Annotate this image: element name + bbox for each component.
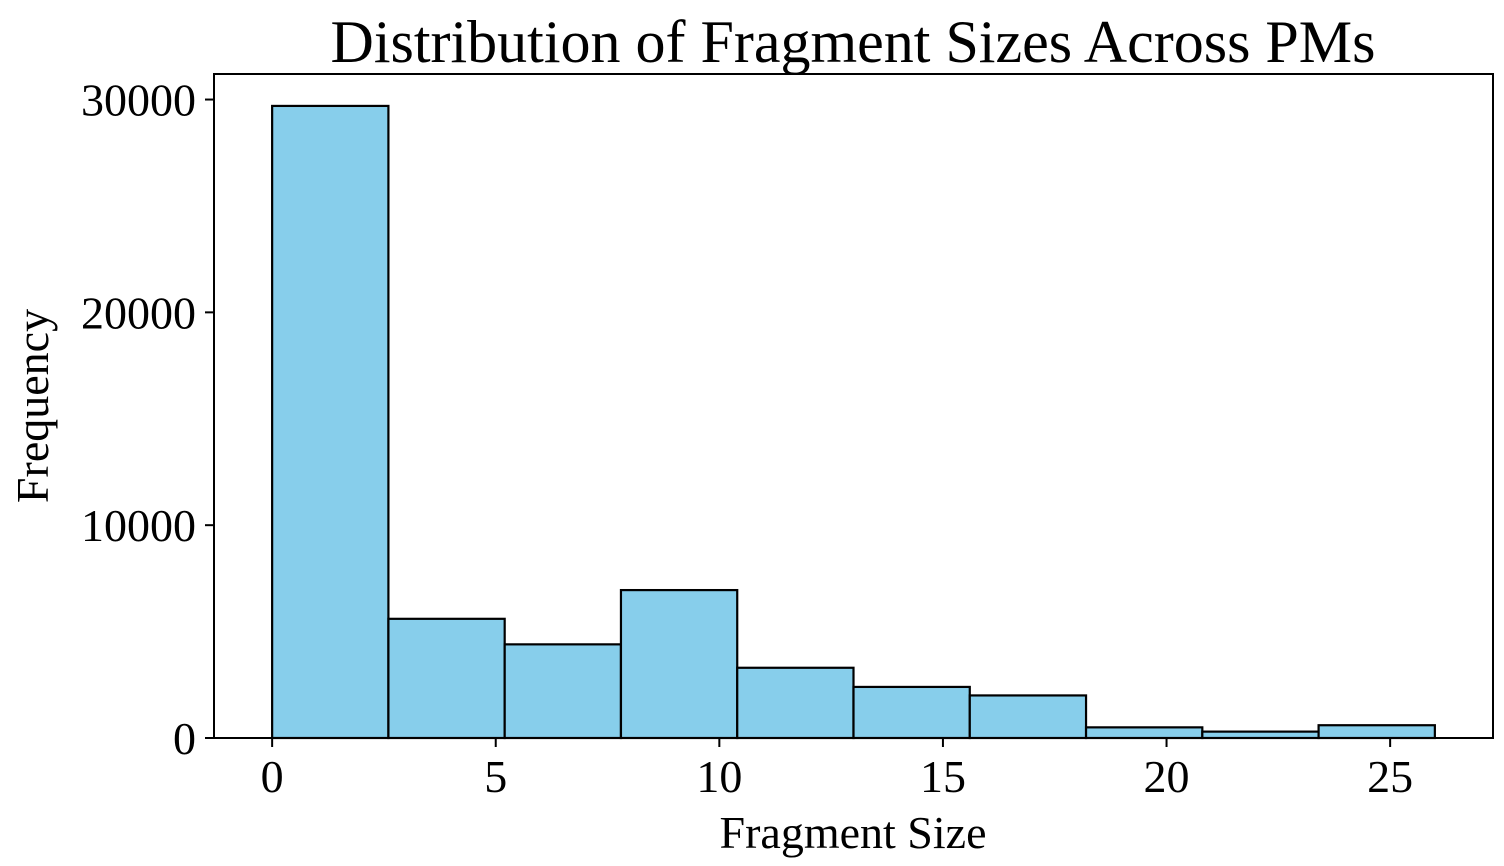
histogram-bar	[736, 666, 855, 740]
x-axis-label: Fragment Size	[720, 807, 987, 858]
x-tick-label: 20	[1144, 751, 1190, 802]
histogram-bar	[619, 588, 739, 740]
x-tick-label: 10	[696, 751, 742, 802]
histogram-bar	[852, 685, 971, 740]
y-tick-label: 20000	[81, 287, 196, 338]
y-axis-label: Frequency	[7, 309, 58, 503]
histogram-bar	[503, 643, 623, 740]
bars-group	[271, 104, 1436, 740]
plot-frame	[213, 73, 1494, 739]
x-tick-label: 25	[1367, 751, 1413, 802]
y-tick-label: 30000	[81, 75, 196, 126]
histogram-bar	[271, 104, 390, 740]
y-tick-label: 10000	[81, 500, 196, 551]
histogram-bar	[387, 617, 506, 740]
y-tick-label: 0	[173, 713, 196, 764]
histogram-bar	[968, 694, 1088, 740]
x-axis-ticks: 0 5 10 15 20 25	[261, 738, 1413, 802]
y-axis-ticks: 0 10000 20000 30000	[81, 75, 214, 764]
chart-title: Distribution of Fragment Sizes Across PM…	[331, 9, 1376, 75]
x-tick-label: 5	[484, 751, 507, 802]
histogram-bar	[1317, 724, 1436, 740]
x-tick-label: 15	[920, 751, 966, 802]
histogram-bar	[1084, 726, 1204, 740]
x-tick-label: 0	[261, 751, 284, 802]
